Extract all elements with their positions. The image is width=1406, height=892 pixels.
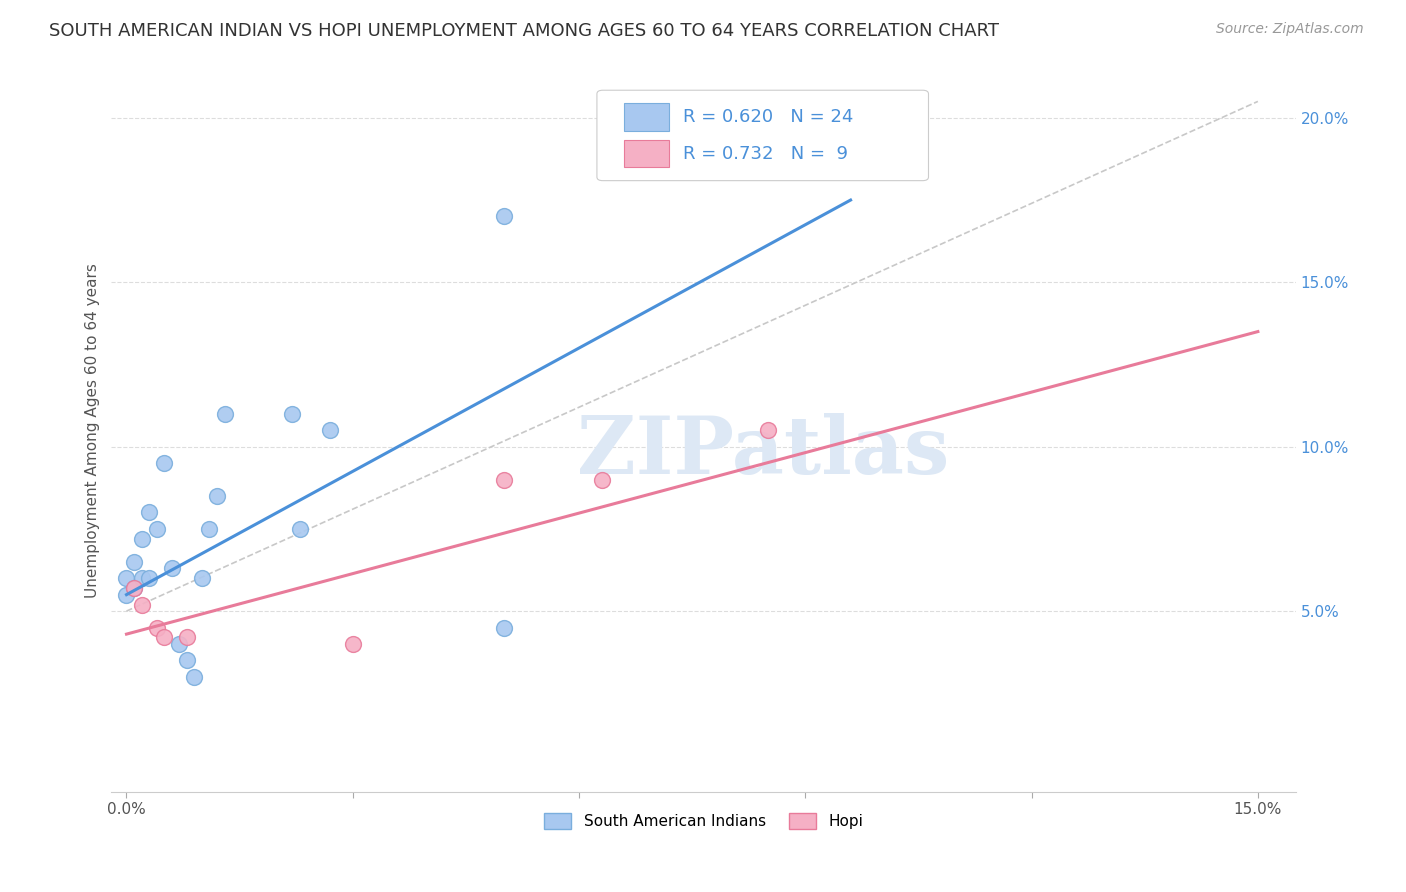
Point <box>115 588 138 602</box>
Point <box>756 423 779 437</box>
Point <box>122 555 145 569</box>
Point <box>191 571 214 585</box>
Point <box>281 407 304 421</box>
Text: SOUTH AMERICAN INDIAN VS HOPI UNEMPLOYMENT AMONG AGES 60 TO 64 YEARS CORRELATION: SOUTH AMERICAN INDIAN VS HOPI UNEMPLOYME… <box>49 22 1000 40</box>
Text: ZIPatlas: ZIPatlas <box>576 413 949 491</box>
Point <box>205 489 228 503</box>
Point <box>492 473 515 487</box>
Point <box>131 571 153 585</box>
Point <box>153 631 176 645</box>
Text: R = 0.732   N =  9: R = 0.732 N = 9 <box>683 145 848 162</box>
Point <box>839 95 862 109</box>
FancyBboxPatch shape <box>598 90 928 181</box>
Point <box>153 456 176 470</box>
Point <box>122 581 145 595</box>
Point <box>176 653 198 667</box>
Point <box>214 407 236 421</box>
Point <box>122 581 145 595</box>
Point <box>131 598 153 612</box>
Point <box>131 532 153 546</box>
Point <box>198 522 221 536</box>
Point <box>342 637 364 651</box>
Y-axis label: Unemployment Among Ages 60 to 64 years: Unemployment Among Ages 60 to 64 years <box>86 263 100 598</box>
Point <box>145 522 167 536</box>
Point <box>176 631 198 645</box>
Legend: South American Indians, Hopi: South American Indians, Hopi <box>537 806 869 835</box>
Point <box>591 473 613 487</box>
Point <box>160 561 183 575</box>
Point <box>183 670 205 684</box>
Point <box>288 522 311 536</box>
FancyBboxPatch shape <box>624 103 669 131</box>
Text: Source: ZipAtlas.com: Source: ZipAtlas.com <box>1216 22 1364 37</box>
Text: R = 0.620   N = 24: R = 0.620 N = 24 <box>683 108 853 126</box>
Point <box>319 423 342 437</box>
Point <box>492 621 515 635</box>
Point <box>492 210 515 224</box>
Point <box>138 571 160 585</box>
FancyBboxPatch shape <box>624 140 669 168</box>
Point <box>145 621 167 635</box>
Point <box>169 637 191 651</box>
Point <box>138 505 160 519</box>
Point <box>115 571 138 585</box>
